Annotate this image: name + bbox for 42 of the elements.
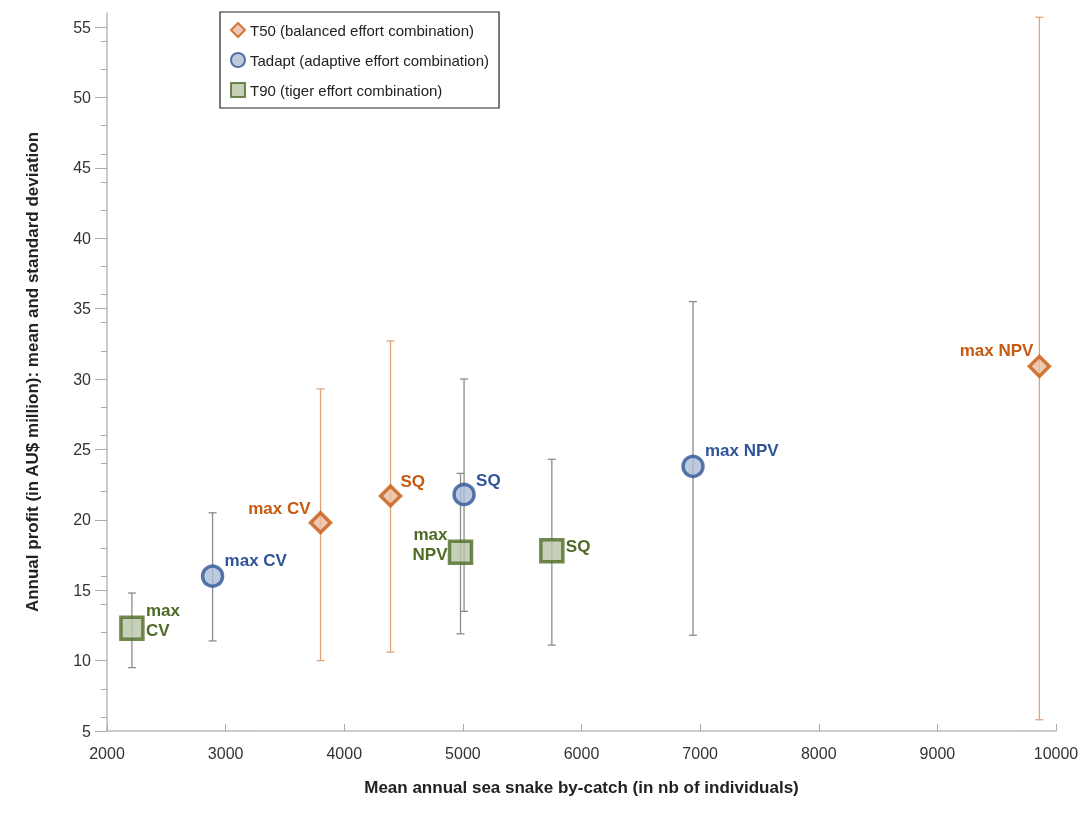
y-tick-label: 15 <box>73 581 92 599</box>
annotation: max NPV <box>412 524 449 564</box>
x-axis-title: Mean annual sea snake by-catch (in nb of individuals) <box>364 778 799 797</box>
annotation: SQ <box>565 537 591 557</box>
legend-label: T90 (tiger effort combination) <box>250 81 443 99</box>
y-tick-label: 25 <box>73 440 92 458</box>
point <box>200 564 225 588</box>
x-tick-label: 2000 <box>89 744 125 762</box>
annotation: max NPV <box>705 440 780 460</box>
annotation: SQ <box>400 472 426 492</box>
y-axis-title: Annual profit (in AU$ million): mean and standard deviation <box>23 131 42 613</box>
y-tick-label: 10 <box>73 652 92 670</box>
point <box>681 454 705 479</box>
annotation: max NPV <box>959 340 1035 360</box>
annotation: SQ <box>476 470 501 490</box>
y-tick-label: 5 <box>82 722 92 740</box>
point <box>452 482 476 507</box>
annotation: max CV <box>224 550 288 570</box>
x-tick-label: 10000 <box>1033 744 1079 762</box>
point <box>447 539 474 565</box>
x-tick-label: 5000 <box>445 744 481 762</box>
x-tick-label: 9000 <box>919 744 956 762</box>
y-tick-label: 40 <box>73 229 92 247</box>
x-tick-label: 7000 <box>682 744 719 762</box>
point <box>378 484 403 508</box>
y-tick-label: 35 <box>73 300 92 318</box>
legend-label: T50 (balanced effort combination) <box>250 21 475 39</box>
x-tick-label: 6000 <box>563 744 600 762</box>
y-tick-label: 50 <box>73 88 92 106</box>
y-tick-label: 30 <box>73 370 92 388</box>
point <box>539 538 565 564</box>
y-tick-label: 55 <box>73 18 92 36</box>
y-tick-label: 20 <box>73 511 92 529</box>
x-tick-label: 4000 <box>326 744 363 762</box>
x-tick-label: 3000 <box>207 744 244 762</box>
point <box>119 615 145 641</box>
annotation: max CV <box>145 600 181 640</box>
y-tick-label: 45 <box>73 159 92 177</box>
point <box>1027 354 1052 379</box>
annotation: max CV <box>248 499 312 519</box>
x-tick-label: 8000 <box>800 744 837 762</box>
legend-label: Tadapt (adaptive effort combination) <box>250 51 490 69</box>
